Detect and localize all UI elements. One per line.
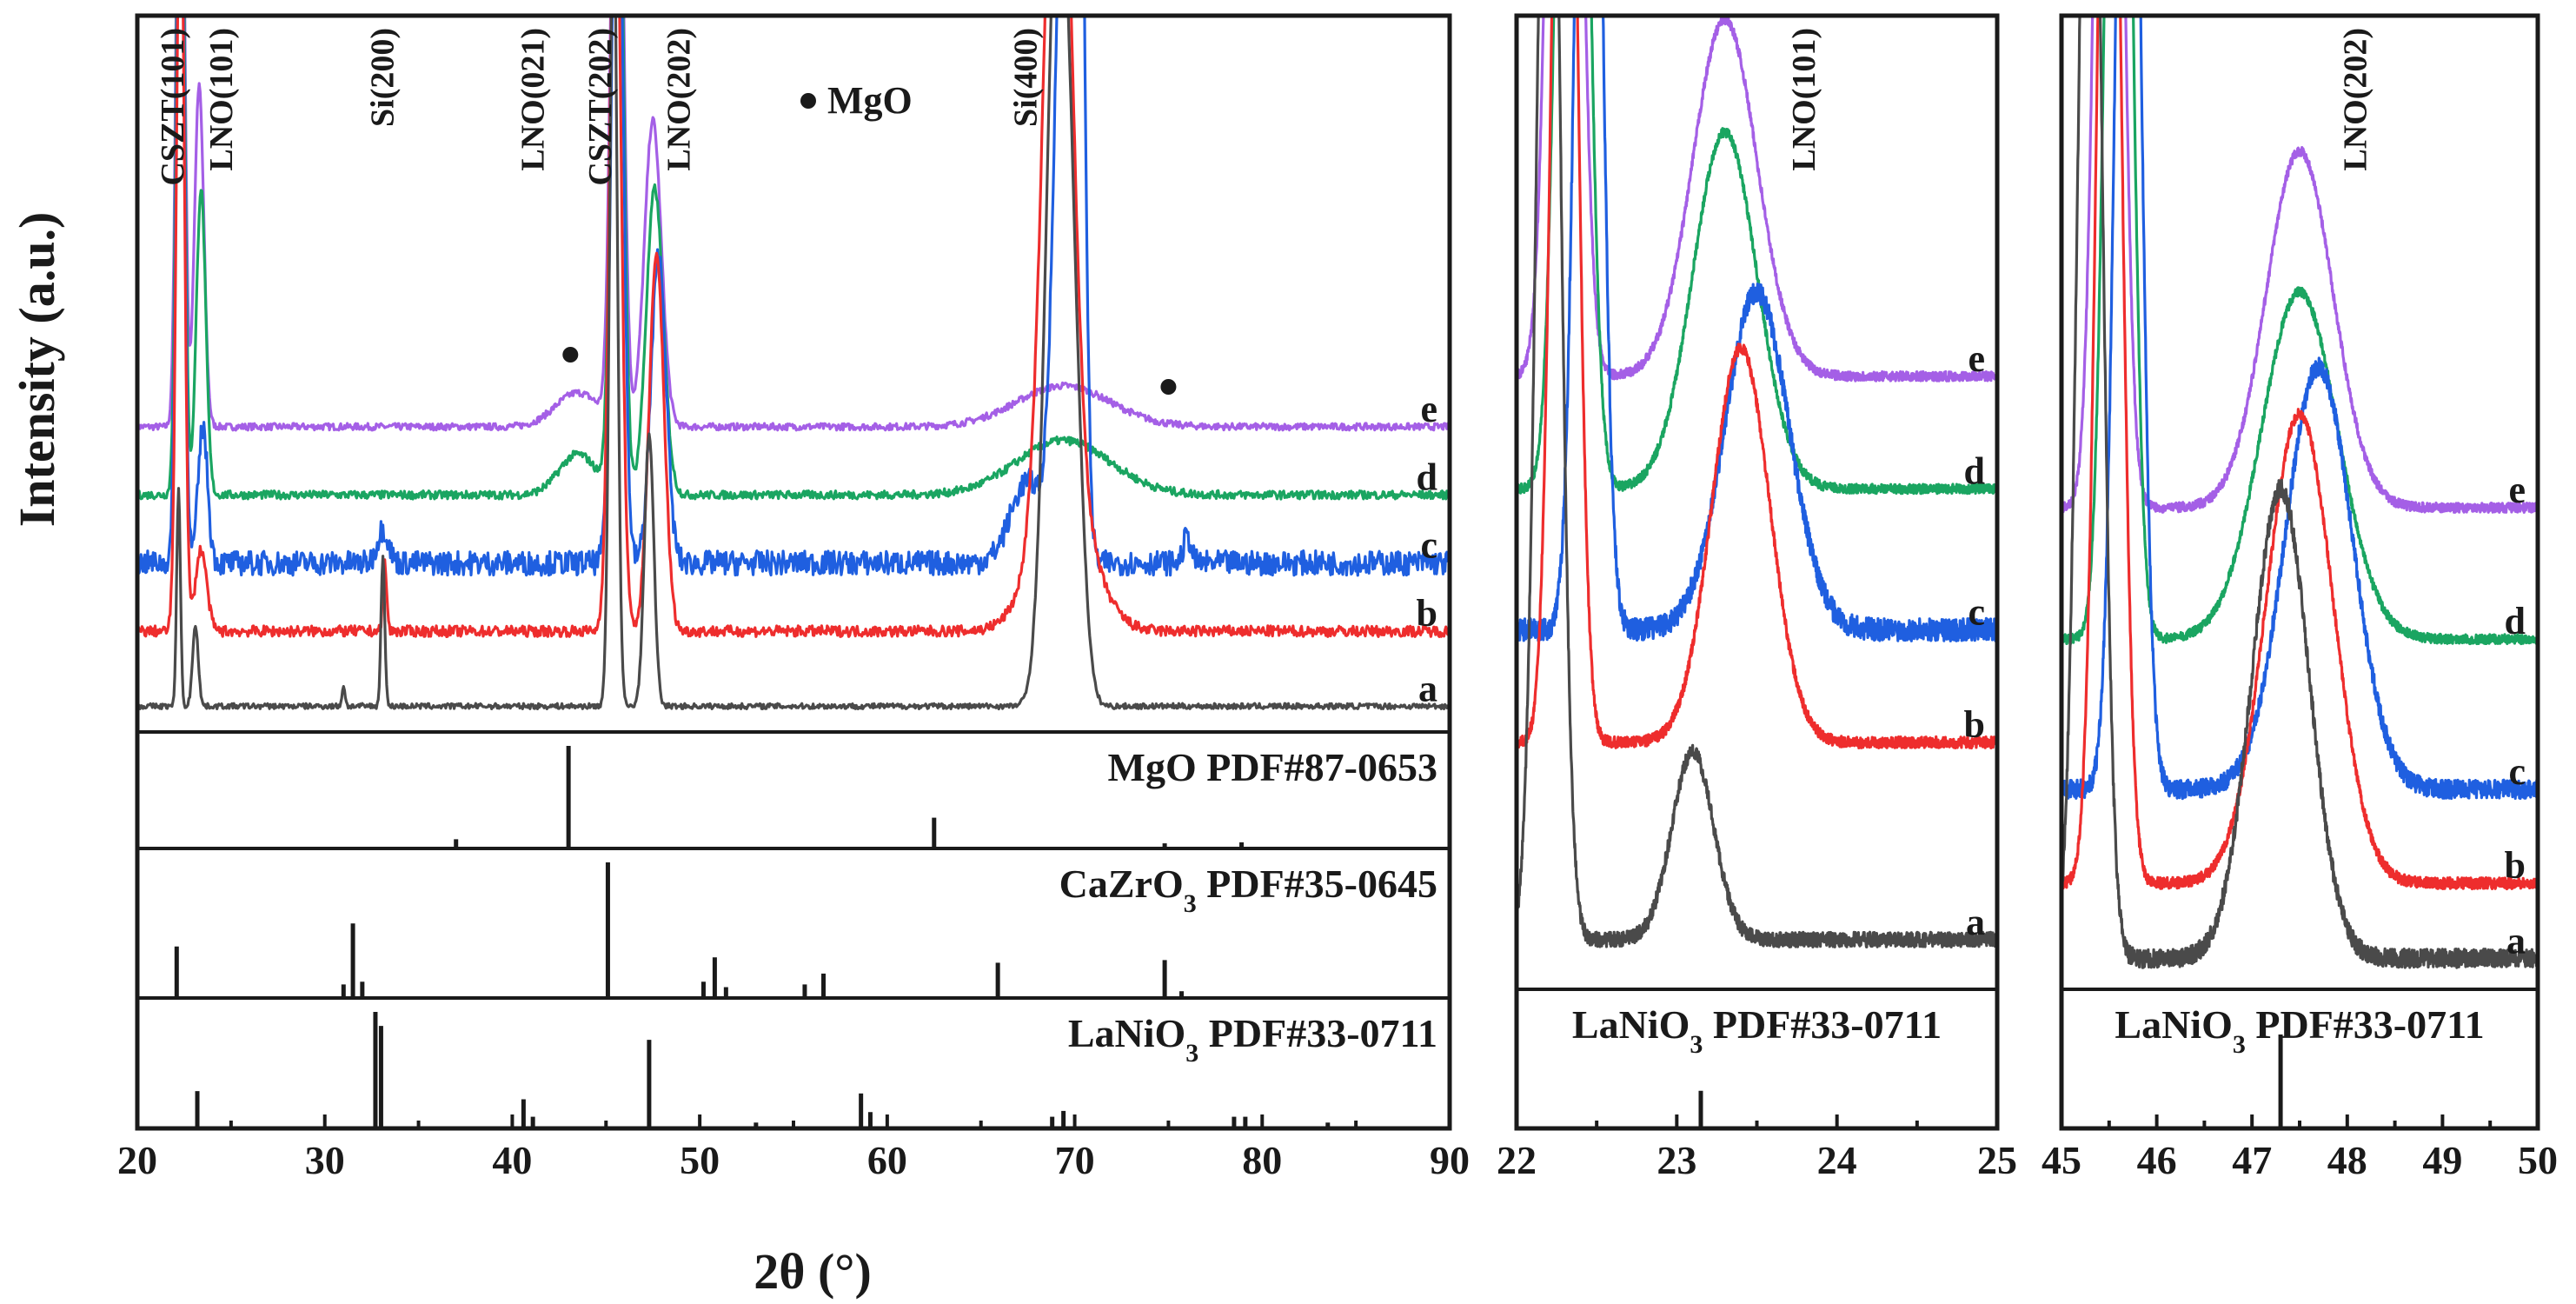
- main-ref0-ref-title: MgO PDF#87-0653: [1108, 745, 1437, 789]
- main-xtick-label: 20: [117, 1138, 157, 1182]
- mgo-legend-marker: [800, 93, 816, 109]
- zoom-lno202-xtick-label: 49: [2422, 1138, 2462, 1182]
- zoom-lno101-series-label-c: c: [1968, 590, 1985, 633]
- main-series-label-d: d: [1417, 456, 1437, 498]
- zoom-lno202-xtick-label: 46: [2137, 1138, 2177, 1182]
- zoom-lno101-series-b: [1517, 16, 1997, 750]
- main-series-b: [137, 16, 1450, 638]
- zoom-lno202-series-d: [2061, 16, 2538, 646]
- main-xtick-label: 50: [680, 1138, 720, 1182]
- zoom-lno202-series-label-a: a: [2506, 919, 2526, 961]
- main-annotation: CSZT(101): [155, 28, 191, 186]
- zoom-lno101-xtick-label: 23: [1656, 1138, 1696, 1182]
- zoom-lno202-xtick-label: 48: [2327, 1138, 2367, 1182]
- main-annotation: LNO(101): [203, 28, 240, 171]
- mgo-marker: [1160, 379, 1177, 395]
- zoom-lno202-series-group: [2061, 16, 2538, 969]
- main-annotation: Si(400): [1008, 28, 1045, 127]
- zoom-lno101-xtick-label: 25: [1977, 1138, 2017, 1182]
- zoom-lno202-series-label-c: c: [2508, 750, 2526, 793]
- main-xtick-label: 30: [305, 1138, 345, 1182]
- zoom-lno202-series-label-b: b: [2505, 844, 2526, 887]
- mgo-marker: [562, 347, 579, 363]
- zoom-lno101-series-c: [1517, 16, 1997, 642]
- main-ref1-ref-title: CaZrO3 PDF#35-0645: [1059, 862, 1437, 918]
- main-series-a: [137, 16, 1450, 711]
- main-annotation: CSZT(202): [582, 28, 619, 186]
- main-annotation: Si(200): [365, 28, 402, 127]
- zoom-lno101-xtick-label: 24: [1817, 1138, 1857, 1182]
- zoom-lno101-series-label-b: b: [1964, 703, 1985, 746]
- main-xtick-label: 40: [492, 1138, 532, 1182]
- main-series-group: [137, 16, 1450, 711]
- main-xtick-label: 80: [1242, 1138, 1282, 1182]
- main-series-label-a: a: [1418, 667, 1437, 709]
- zoom-lno202-xtick-label: 47: [2232, 1138, 2272, 1182]
- zoom-lno202-annotation: LNO(202): [2338, 28, 2374, 171]
- zoom-lno202-series-c: [2061, 16, 2538, 801]
- zoom-lno101-series-e: [1517, 16, 1997, 383]
- zoom-lno101-series-label-d: d: [1964, 449, 1985, 492]
- zoom-lno202-series-label-d: d: [2505, 600, 2526, 642]
- main-annotation: LNO(202): [661, 28, 698, 171]
- zoom-lno101-series-group: [1517, 16, 1997, 948]
- main-xtick-label: 90: [1430, 1138, 1470, 1182]
- mgo-legend-label: MgO: [827, 79, 913, 122]
- main-series-label-c: c: [1420, 524, 1437, 567]
- main-series-label-e: e: [1420, 388, 1437, 430]
- zoom-lno202-ref-title: LaNiO3 PDF#33-0711: [2115, 1002, 2484, 1059]
- zoom-lno101-series-d: [1517, 16, 1997, 496]
- zoom-lno101-series-label-a: a: [1966, 901, 1985, 943]
- x-axis-label: 2θ (°): [754, 1243, 872, 1300]
- zoom-lno101-series-a: [1517, 16, 1997, 948]
- zoom-lno202-series-label-e: e: [2508, 469, 2526, 511]
- zoom-lno101-series-label-e: e: [1968, 337, 1985, 380]
- zoom-lno202-series-a: [2061, 16, 2538, 969]
- main-series-d: [137, 16, 1450, 501]
- zoom-lno101-xtick-label: 22: [1497, 1138, 1537, 1182]
- zoom-lno202-series-b: [2061, 16, 2538, 891]
- main-xtick-label: 60: [867, 1138, 907, 1182]
- main-ref2-ref-title: LaNiO3 PDF#33-0711: [1068, 1011, 1437, 1068]
- zoom-lno202-xtick-label: 50: [2518, 1138, 2558, 1182]
- zoom-lno202-xtick-label: 45: [2042, 1138, 2081, 1182]
- zoom-lno101-ref-title: LaNiO3 PDF#33-0711: [1572, 1002, 1942, 1059]
- main-xtick-label: 70: [1055, 1138, 1095, 1182]
- zoom-lno202-series-e: [2061, 16, 2538, 514]
- y-axis-label: Intensity (a.u.): [9, 212, 65, 528]
- main-annotation: LNO(021): [515, 28, 551, 171]
- zoom-lno101-annotation: LNO(101): [1786, 28, 1822, 171]
- main-series-e: [137, 16, 1450, 432]
- main-series-label-b: b: [1417, 592, 1437, 635]
- main-plot-frame: [135, 13, 1452, 1131]
- main-series-c: [137, 16, 1450, 577]
